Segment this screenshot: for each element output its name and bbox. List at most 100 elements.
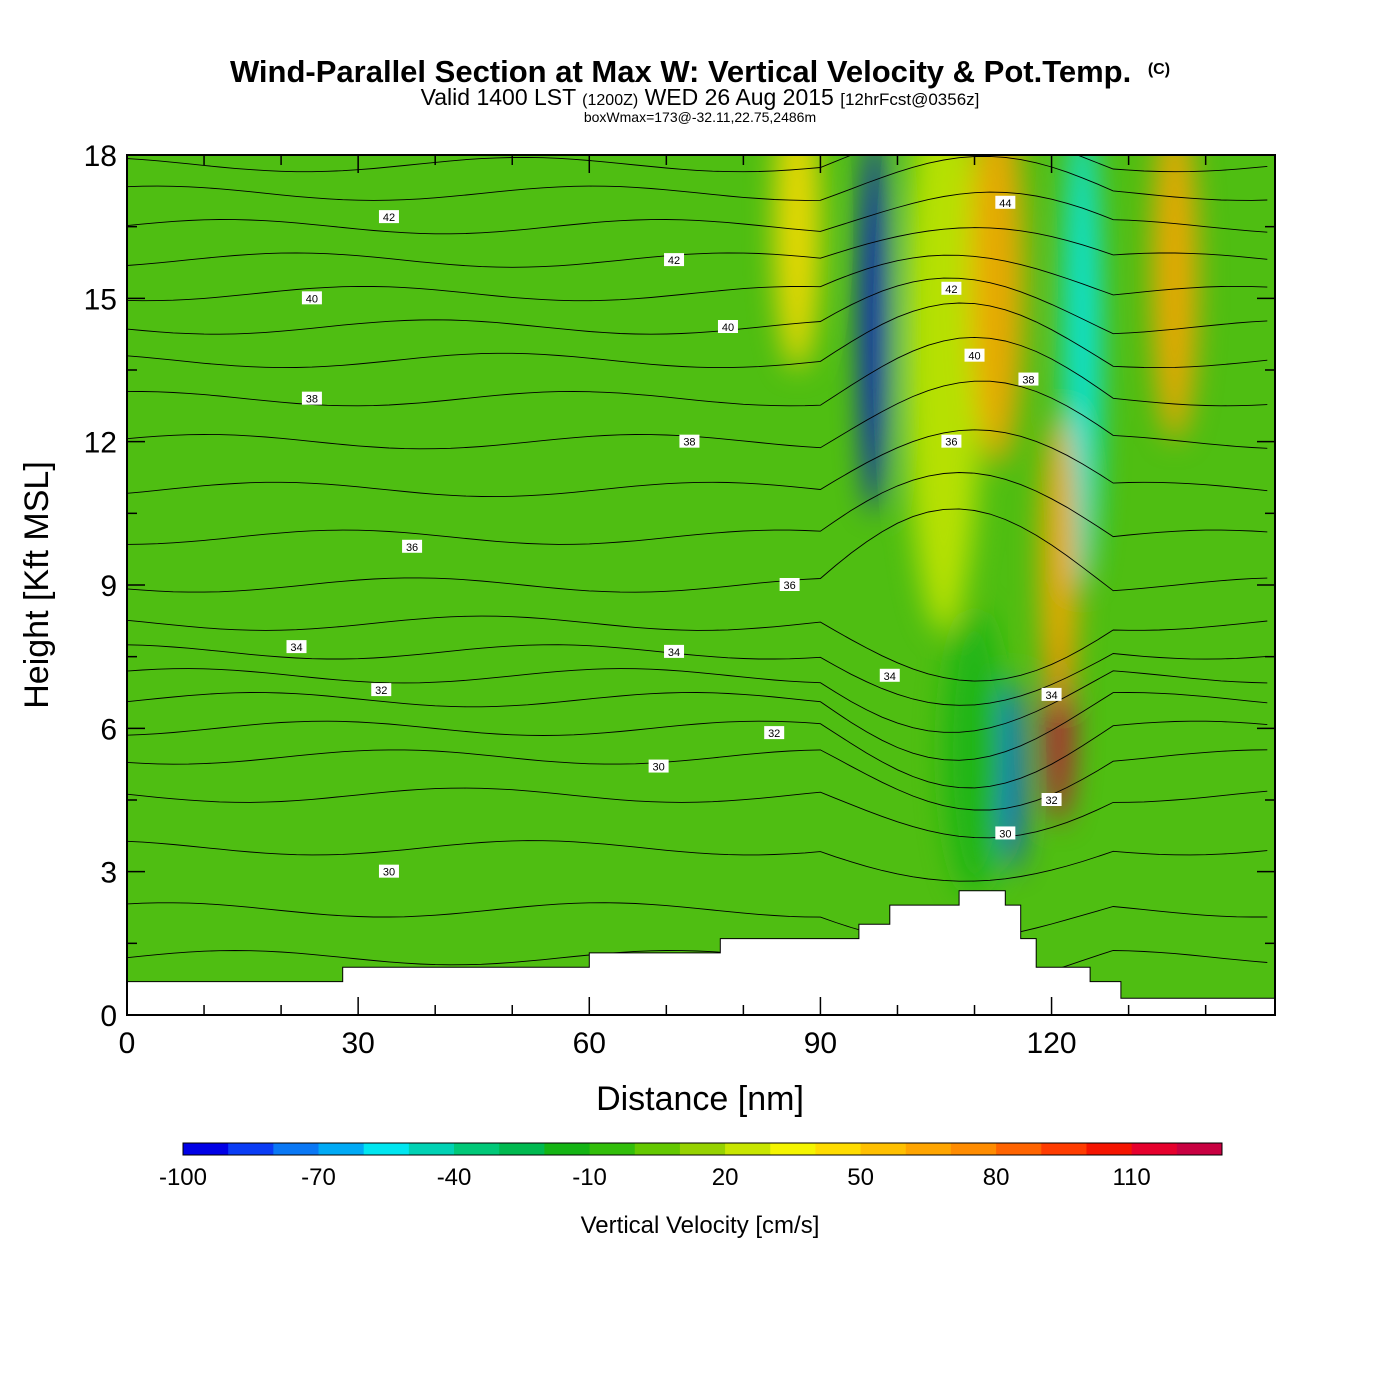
velocity-cell-7 <box>1001 680 1025 872</box>
contour-label-text: 38 <box>306 394 318 406</box>
colorbar-swatch <box>589 1143 636 1155</box>
colorbar-swatch <box>679 1143 726 1155</box>
colorbar-swatch <box>1176 1143 1223 1155</box>
contour-label: 38 <box>679 434 700 449</box>
contour-label-box <box>1041 793 1062 806</box>
contour-label: 42 <box>941 281 962 296</box>
contour-label-text: 42 <box>668 255 680 267</box>
theta-contour-line <box>127 508 1268 593</box>
plot-background <box>127 155 1275 1015</box>
colorbar-title: Vertical Velocity [cm/s] <box>581 1212 820 1239</box>
contour-label-text: 34 <box>884 671 896 683</box>
contour-label-text: 40 <box>968 351 980 363</box>
colorbar-swatch <box>1086 1143 1133 1155</box>
contour-label-text: 32 <box>375 685 387 697</box>
colorbar-swatch <box>770 1143 816 1155</box>
theta-contour-line <box>127 191 1268 235</box>
contour-label-text: 34 <box>290 642 302 654</box>
velocity-cell-8 <box>943 608 1006 896</box>
colorbar-swatch <box>950 1143 997 1155</box>
boxwmax-subtitle: boxWmax=173@-32.11,22.75,2486m <box>584 109 816 125</box>
colorbar-tick-label: 20 <box>712 1164 739 1191</box>
contour-label-text: 30 <box>999 828 1011 840</box>
colorbar-swatch <box>183 1143 229 1155</box>
contour-label-box <box>764 726 785 740</box>
contour-label-box <box>301 291 322 305</box>
contour-label-box <box>941 281 962 295</box>
copyright-mark: (C) <box>1148 61 1170 78</box>
contour-label-text: 42 <box>945 284 957 296</box>
theta-contour-line <box>127 749 1268 811</box>
velocity-cell-4 <box>1151 155 1198 442</box>
colorbar-swatch <box>228 1143 274 1155</box>
contour-label-text: 38 <box>683 437 695 449</box>
contour-label-box <box>371 683 392 697</box>
valid-date: WED 26 Aug 2015 <box>645 84 834 110</box>
contour-label-text: 40 <box>722 322 734 334</box>
velocity-cell-0 <box>860 155 889 514</box>
x-tick-label: 0 <box>119 1027 136 1060</box>
contour-label-box <box>378 210 399 224</box>
x-axis-title: Distance [nm] <box>596 1080 804 1118</box>
contour-label: 36 <box>941 434 962 449</box>
theta-contour-line <box>127 277 1268 335</box>
contour-label-box <box>1018 372 1039 386</box>
colorbar-swatch <box>905 1143 952 1155</box>
contour-label: 32 <box>764 726 785 740</box>
colorbar-swatch <box>860 1143 907 1155</box>
y-axis-title: Height [Kft MSL] <box>18 461 56 709</box>
y-tick-label: 12 <box>84 427 117 460</box>
chart-title: Wind-Parallel Section at Max W: Vertical… <box>230 54 1131 89</box>
contour-label: 30 <box>648 759 669 774</box>
contour-label: 42 <box>664 253 685 267</box>
contour-label-box <box>779 578 800 591</box>
colorbar-swatch <box>273 1143 320 1155</box>
contour-label: 34 <box>879 668 900 683</box>
contour-label-text: 30 <box>652 762 664 774</box>
theta-contour-line <box>127 668 1268 733</box>
contour-label: 34 <box>286 640 307 654</box>
contour-label-box <box>286 640 307 654</box>
y-tick-label: 3 <box>100 857 117 890</box>
contour-label-box <box>378 864 399 878</box>
contour-label-box <box>402 539 423 553</box>
contour-label: 30 <box>995 826 1016 840</box>
contour-label-box <box>995 826 1016 840</box>
theta-contour-line <box>127 644 1268 706</box>
colorbar-swatch <box>318 1143 365 1155</box>
svg-text:Wind-Parallel Section at Max W: Wind-Parallel Section at Max W: Vertical… <box>230 54 1170 89</box>
colorbar-tick-label: -10 <box>572 1164 607 1191</box>
y-tick-label: 18 <box>84 140 117 173</box>
potential-temperature-contours <box>127 155 1268 992</box>
contour-label-text: 38 <box>1022 375 1034 387</box>
terrain-mask <box>127 890 1275 1015</box>
contour-label-box <box>679 434 700 448</box>
theta-contour-line <box>127 902 1268 943</box>
contour-label-text: 30 <box>383 867 395 879</box>
contour-label-text: 42 <box>383 212 395 224</box>
contour-label: 40 <box>964 348 985 363</box>
x-tick-label: 30 <box>341 1027 374 1060</box>
contour-label-box <box>301 391 322 405</box>
contour-label-text: 36 <box>406 542 418 554</box>
forecast-info: [12hrFcst@0356z] <box>840 90 979 109</box>
velocity-cell-2 <box>970 155 1025 466</box>
theta-contour-line <box>127 336 1268 407</box>
theta-contour-line <box>127 840 1268 882</box>
theta-contour-line <box>127 155 1268 201</box>
contour-label-text: 32 <box>1045 795 1057 807</box>
contour-label: 30 <box>378 864 399 879</box>
y-tick-label: 6 <box>100 713 117 746</box>
contour-label-text: 40 <box>306 293 318 305</box>
colorbar-tick-label: 80 <box>983 1164 1010 1191</box>
x-tick-label: 60 <box>573 1027 606 1060</box>
contour-label-text: 32 <box>768 728 780 740</box>
x-tick-label: 120 <box>1027 1027 1077 1060</box>
theta-contour-line <box>127 472 1268 545</box>
contour-label-box <box>1041 687 1062 701</box>
colorbar-swatch <box>408 1143 455 1155</box>
contour-label-box <box>941 434 962 448</box>
x-axis: 0 30 60 90 120 <box>119 155 1207 1060</box>
contour-label: 34 <box>1041 687 1062 702</box>
